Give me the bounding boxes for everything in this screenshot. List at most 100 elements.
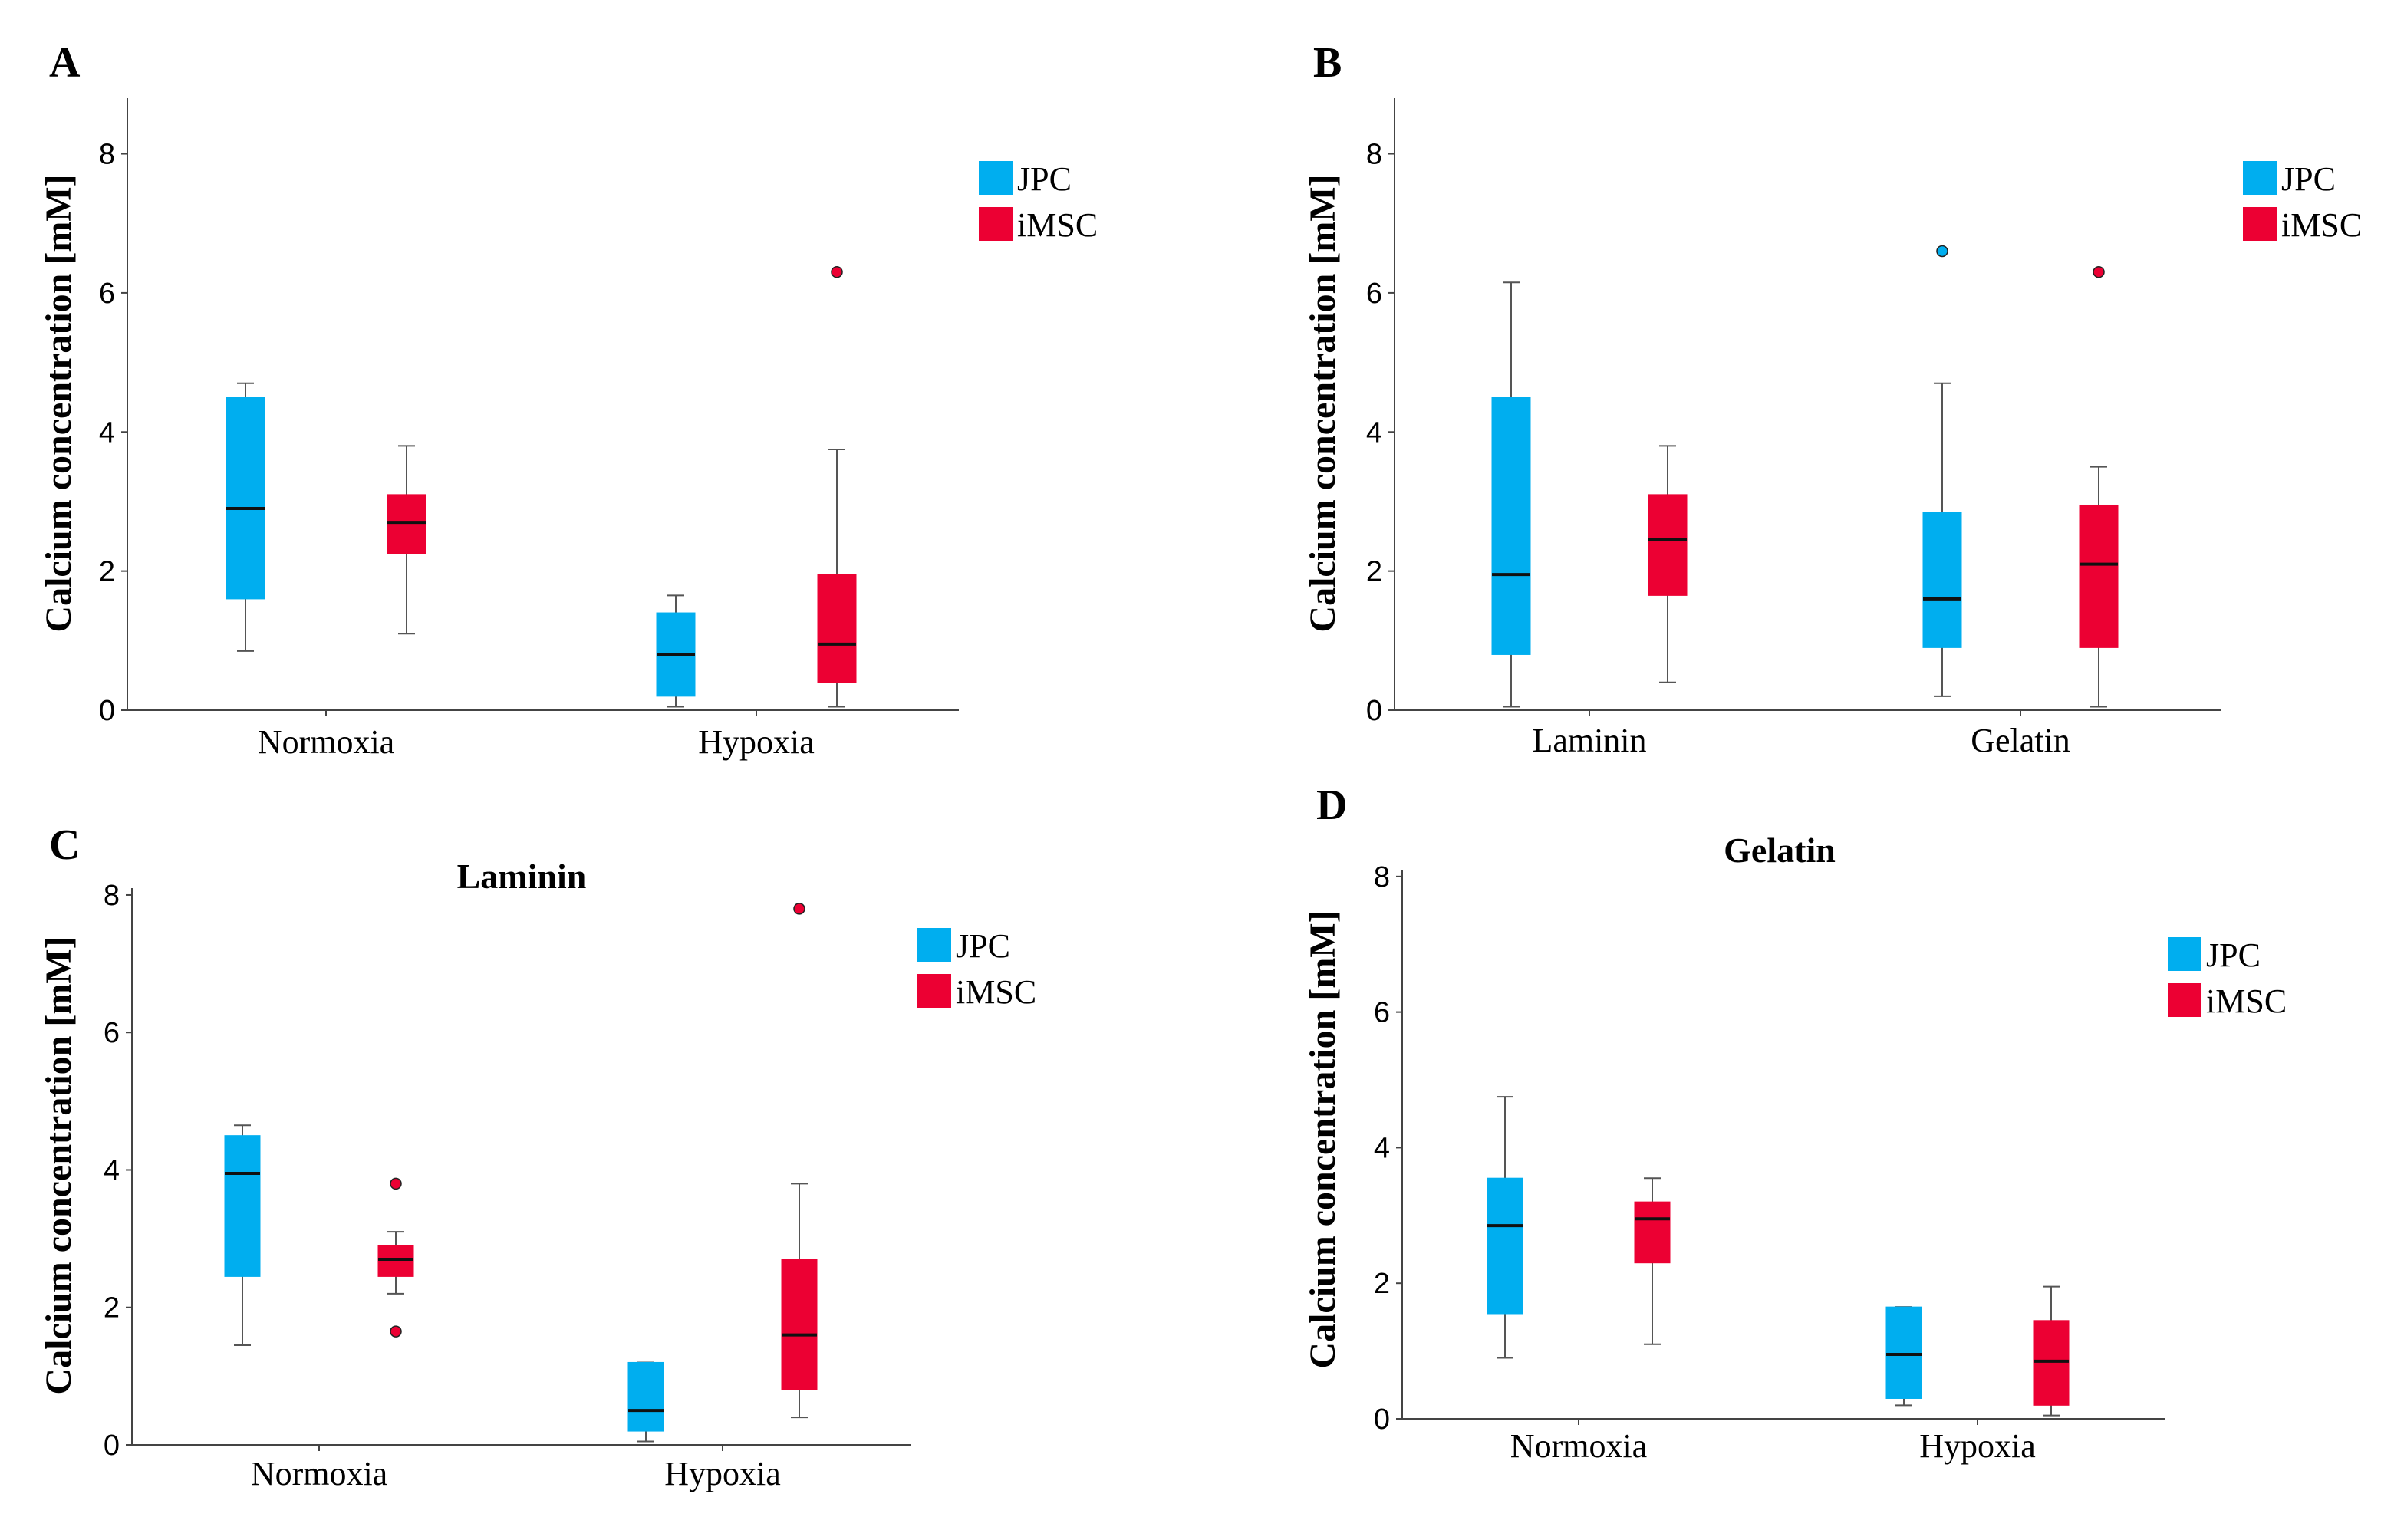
y-axis-label: Calcium concentration [mM] bbox=[1302, 174, 1343, 632]
x-tick-label: Normoxia bbox=[251, 1455, 387, 1492]
plot-area bbox=[121, 98, 959, 716]
panel-title: Gelatin bbox=[1724, 831, 1836, 870]
box-jpc-hypoxia bbox=[656, 594, 696, 708]
x-tick-label: Hypoxia bbox=[698, 723, 815, 761]
x-tick-label: Normoxia bbox=[258, 723, 394, 761]
box-imsc-hypoxia bbox=[2033, 1285, 2070, 1417]
box-jpc-laminin bbox=[1491, 281, 1531, 708]
box-iqr bbox=[377, 1245, 414, 1277]
box-iqr bbox=[817, 574, 857, 683]
box-iqr bbox=[226, 397, 265, 600]
box-iqr bbox=[224, 1135, 261, 1277]
legend-label-jpc: JPC bbox=[2206, 936, 2261, 974]
panel-a: A Calcium concentration [mM] 0 2 4 6 8 N… bbox=[38, 39, 1098, 761]
x-tick-label: Hypoxia bbox=[664, 1455, 781, 1492]
legend-swatch-imsc bbox=[917, 974, 951, 1008]
y-tick-label: 4 bbox=[104, 1154, 120, 1186]
box-jpc-hypoxia bbox=[627, 1361, 664, 1443]
box-imsc-gelatin bbox=[2079, 265, 2119, 708]
legend: JPC iMSC bbox=[979, 160, 1098, 244]
plot-area bbox=[1388, 98, 2221, 716]
panel-b: B Calcium concentration [mM] 0 2 4 6 8 L… bbox=[1302, 39, 2362, 759]
y-tick-label: 8 bbox=[1366, 139, 1382, 171]
legend-label-jpc: JPC bbox=[1017, 160, 1072, 198]
plot-area bbox=[1396, 870, 2165, 1425]
y-tick-label: 0 bbox=[1366, 695, 1382, 727]
y-tick-label: 8 bbox=[99, 139, 115, 171]
outlier-point bbox=[2093, 265, 2105, 278]
x-tick-label: Hypoxia bbox=[1919, 1427, 2036, 1465]
legend-swatch-jpc bbox=[2168, 937, 2201, 971]
legend-swatch-imsc bbox=[979, 207, 1013, 241]
outlier-point bbox=[390, 1177, 402, 1190]
y-tick-label: 6 bbox=[104, 1017, 120, 1049]
y-tick-label: 4 bbox=[99, 416, 115, 449]
box-iqr bbox=[1885, 1306, 1922, 1399]
y-tick-label: 2 bbox=[1374, 1268, 1390, 1300]
box-imsc-hypoxia bbox=[817, 265, 857, 708]
box-jpc-gelatin bbox=[1922, 245, 1962, 697]
y-tick-label: 2 bbox=[1366, 556, 1382, 588]
legend-label-jpc: JPC bbox=[956, 927, 1010, 965]
y-tick-label: 0 bbox=[99, 695, 115, 727]
legend-label-imsc: iMSC bbox=[2281, 206, 2362, 244]
panel-letter: B bbox=[1313, 39, 1342, 87]
box-jpc-normoxia bbox=[1487, 1096, 1523, 1359]
box-iqr bbox=[1491, 397, 1531, 655]
y-tick-label: 6 bbox=[1366, 278, 1382, 310]
box-jpc-normoxia bbox=[224, 1124, 261, 1347]
outlier-point bbox=[390, 1325, 402, 1338]
outlier-point bbox=[1936, 245, 1948, 258]
box-iqr bbox=[387, 494, 426, 554]
legend-label-imsc: iMSC bbox=[956, 973, 1036, 1011]
y-tick-label: 4 bbox=[1366, 416, 1382, 449]
box-iqr bbox=[2033, 1320, 2070, 1406]
y-tick-label: 4 bbox=[1374, 1132, 1390, 1164]
legend-label-imsc: iMSC bbox=[1017, 206, 1098, 244]
box-iqr bbox=[627, 1361, 664, 1432]
y-tick-label: 8 bbox=[1374, 861, 1390, 893]
y-axis-label: Calcium concentration [mM] bbox=[38, 174, 79, 632]
box-iqr bbox=[1487, 1177, 1523, 1315]
y-tick-label: 2 bbox=[99, 556, 115, 588]
legend: JPC iMSC bbox=[917, 927, 1036, 1011]
legend: JPC iMSC bbox=[2243, 160, 2362, 244]
box-imsc-laminin bbox=[1648, 445, 1688, 683]
plot-area bbox=[126, 888, 911, 1451]
panel-d: D Gelatin Calcium concentration [mM] 0 2… bbox=[1302, 782, 2287, 1465]
x-tick-label: Laminin bbox=[1532, 722, 1646, 759]
box-imsc-hypoxia bbox=[781, 903, 818, 1419]
box-imsc-normoxia bbox=[387, 445, 426, 635]
legend-label-imsc: iMSC bbox=[2206, 982, 2287, 1020]
box-iqr bbox=[1634, 1201, 1671, 1264]
panel-title: Laminin bbox=[457, 857, 587, 896]
outlier-point bbox=[831, 265, 843, 278]
legend-swatch-jpc bbox=[917, 928, 951, 962]
outlier-point bbox=[793, 903, 805, 915]
box-iqr bbox=[2079, 504, 2119, 648]
box-imsc-normoxia bbox=[1634, 1177, 1671, 1345]
box-imsc-normoxia bbox=[377, 1177, 414, 1338]
legend-swatch-jpc bbox=[979, 161, 1013, 195]
panel-c: C Laminin Calcium concentration [mM] 0 2… bbox=[38, 821, 1036, 1492]
legend: JPC iMSC bbox=[2168, 936, 2287, 1020]
x-tick-label: Normoxia bbox=[1510, 1427, 1647, 1465]
panel-letter: A bbox=[49, 39, 81, 87]
panel-letter: C bbox=[49, 821, 80, 869]
legend-label-jpc: JPC bbox=[2281, 160, 2336, 198]
box-iqr bbox=[1648, 494, 1688, 596]
y-tick-label: 2 bbox=[104, 1292, 120, 1324]
y-tick-label: 0 bbox=[1374, 1403, 1390, 1436]
legend-swatch-imsc bbox=[2243, 207, 2277, 241]
panel-letter: D bbox=[1316, 782, 1347, 829]
box-iqr bbox=[1922, 512, 1962, 648]
y-tick-label: 0 bbox=[104, 1430, 120, 1462]
y-tick-label: 6 bbox=[1374, 997, 1390, 1029]
x-tick-label: Gelatin bbox=[1971, 722, 2070, 759]
y-tick-label: 6 bbox=[99, 278, 115, 310]
box-jpc-hypoxia bbox=[1885, 1306, 1922, 1407]
legend-swatch-imsc bbox=[2168, 983, 2201, 1017]
box-jpc-normoxia bbox=[226, 382, 265, 652]
y-axis-label: Calcium concentration [mM] bbox=[38, 936, 79, 1394]
